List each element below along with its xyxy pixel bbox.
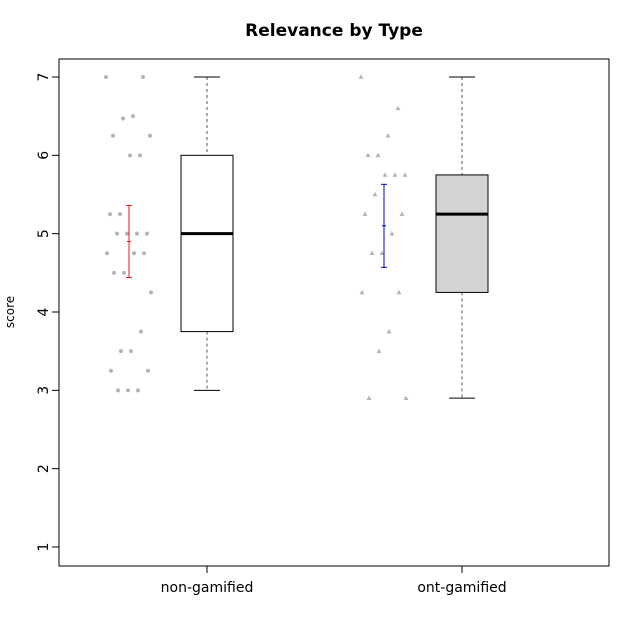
data-point <box>359 289 365 295</box>
data-point <box>403 395 409 400</box>
plot-frame <box>58 58 610 567</box>
x-tick-label: non-gamified <box>161 580 254 596</box>
data-point <box>402 172 408 177</box>
data-point <box>131 114 135 119</box>
data-point <box>386 328 392 334</box>
data-point <box>395 105 401 111</box>
y-tick-label: 6 <box>36 151 52 160</box>
data-point <box>116 388 120 393</box>
data-point <box>115 231 119 236</box>
box-group-non-gamified <box>104 75 234 393</box>
y-tick-label: 5 <box>36 229 52 238</box>
y-tick-label: 4 <box>36 307 52 316</box>
data-point <box>362 211 368 216</box>
data-point <box>385 133 391 138</box>
data-point <box>132 251 136 256</box>
data-point <box>358 74 364 79</box>
data-point <box>382 172 388 177</box>
data-point <box>135 231 139 236</box>
data-point <box>104 75 108 79</box>
data-point <box>372 191 378 197</box>
data-point <box>375 152 381 158</box>
data-point <box>366 395 372 400</box>
data-point <box>141 75 145 79</box>
data-point <box>365 152 371 158</box>
y-tick-label: 3 <box>36 386 52 395</box>
y-tick-label: 7 <box>36 73 52 82</box>
data-point <box>399 211 405 216</box>
data-point <box>138 153 142 158</box>
data-point <box>129 349 133 354</box>
data-point <box>118 212 122 217</box>
data-point <box>148 133 152 138</box>
data-point <box>105 251 109 256</box>
data-point <box>121 116 125 121</box>
data-point <box>145 231 149 236</box>
data-point <box>389 231 395 236</box>
chart-title: Relevance by Type <box>245 21 423 41</box>
data-point <box>396 289 402 295</box>
box-iqr <box>180 154 234 333</box>
data-point <box>109 368 113 373</box>
box-iqr <box>435 174 489 293</box>
data-point <box>128 153 132 158</box>
y-axis: 1 2 3 4 5 6 7 <box>36 73 60 552</box>
data-point <box>379 250 385 256</box>
data-point <box>112 270 116 275</box>
data-point <box>142 251 146 256</box>
plot-area <box>104 74 489 400</box>
x-tick-label: ont-gamified <box>417 580 506 596</box>
data-point <box>376 348 382 353</box>
data-point <box>111 133 115 138</box>
y-tick-label: 2 <box>36 464 52 473</box>
data-point <box>139 329 143 334</box>
data-point <box>392 172 398 177</box>
data-point <box>369 250 375 256</box>
data-point <box>146 368 150 373</box>
data-point <box>126 388 130 393</box>
data-point <box>108 212 112 217</box>
data-point <box>122 270 126 275</box>
box-group-ont-gamified <box>358 74 489 400</box>
y-tick-label: 1 <box>36 543 52 552</box>
data-point <box>149 290 153 295</box>
x-axis: non-gamified ont-gamified <box>161 566 507 596</box>
y-axis-label: score <box>3 296 17 328</box>
data-point <box>125 231 129 236</box>
data-point <box>136 388 140 393</box>
data-point <box>119 349 123 354</box>
